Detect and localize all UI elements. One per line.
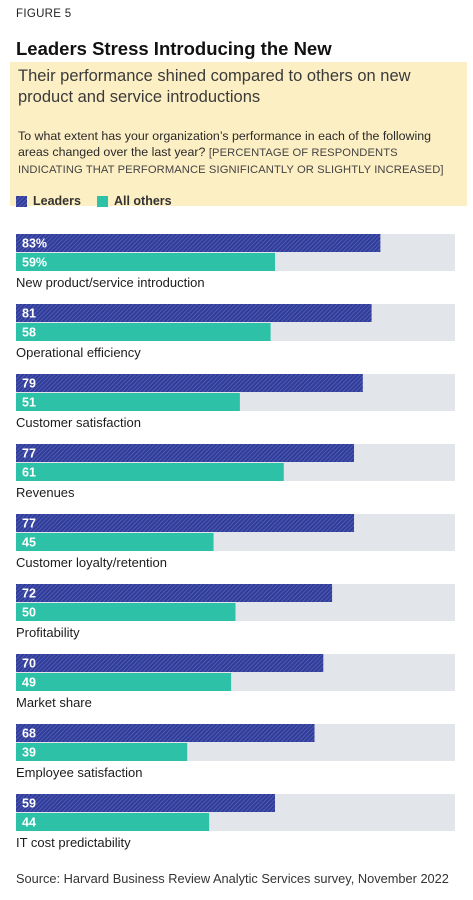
category-label: Operational efficiency [16, 345, 141, 360]
value-label-leaders: 72 [22, 587, 36, 601]
category-label: Employee satisfaction [16, 765, 142, 780]
value-label-leaders: 70 [22, 657, 36, 671]
bar-leaders [16, 794, 276, 812]
source-note: Source: Harvard Business Review Analytic… [16, 871, 449, 886]
bar-all-others [16, 463, 284, 481]
legend-item-all-others: All others [96, 194, 172, 208]
value-label-all-others: 51 [22, 396, 36, 410]
bar-leaders [16, 724, 315, 742]
value-label-all-others: 44 [22, 816, 36, 830]
bar-chart: 83% 59% New product/service introduction 81… [16, 234, 455, 850]
bar-all-others [16, 603, 236, 621]
legend-swatch-all-others [96, 195, 108, 207]
value-label-all-others: 58 [22, 326, 36, 340]
legend-label-all-others: All others [113, 194, 172, 208]
category-label: Market share [16, 695, 92, 710]
bar-leaders [16, 374, 363, 392]
category-label: Profitability [16, 625, 80, 640]
value-label-all-others: 59% [22, 256, 47, 270]
value-label-all-others: 45 [22, 536, 36, 550]
bar-all-others [16, 323, 271, 341]
value-label-leaders: 77 [22, 447, 36, 461]
survey-question: To what extent has your organization’s p… [18, 128, 463, 178]
bar-leaders [16, 654, 324, 672]
bar-all-others [16, 393, 240, 411]
value-label-all-others: 39 [22, 746, 36, 760]
value-label-leaders: 83% [22, 237, 47, 251]
question-note: [PERCENTAGE OF RESPONDENTS INDICATING TH… [18, 147, 444, 176]
bar-all-others [16, 743, 188, 761]
bar-leaders [16, 514, 355, 532]
question-text: To what extent has your organization’s p… [18, 129, 432, 159]
header-box: Their performance shined compared to oth… [10, 62, 467, 206]
legend: Leaders All others [16, 194, 172, 208]
value-label-all-others: 61 [22, 466, 36, 480]
chart-subtitle: Their performance shined compared to oth… [18, 67, 411, 106]
value-label-leaders: 77 [22, 517, 36, 531]
bar-leaders [16, 584, 333, 602]
category-label: Customer loyalty/retention [16, 555, 167, 570]
bar-all-others [16, 813, 210, 831]
legend-item-leaders: Leaders [16, 194, 81, 208]
bar-leaders [16, 444, 355, 462]
category-label: IT cost predictability [16, 835, 131, 850]
chart-title: Leaders Stress Introducing the New [16, 38, 332, 59]
value-label-all-others: 50 [22, 606, 36, 620]
category-label: New product/service introduction [16, 275, 205, 290]
bar-all-others [16, 673, 232, 691]
category-label: Customer satisfaction [16, 415, 141, 430]
category-label: Revenues [16, 485, 75, 500]
legend-swatch-leaders [16, 195, 27, 207]
figure-label: FIGURE 5 [16, 8, 72, 20]
value-label-leaders: 68 [22, 727, 36, 741]
value-label-all-others: 49 [22, 676, 36, 690]
bar-all-others [16, 253, 276, 271]
value-label-leaders: 59 [22, 797, 36, 811]
value-label-leaders: 81 [22, 307, 36, 321]
value-label-leaders: 79 [22, 377, 36, 391]
bar-all-others [16, 533, 214, 551]
bar-leaders [16, 304, 372, 322]
legend-label-leaders: Leaders [33, 194, 81, 208]
bar-leaders [16, 234, 381, 252]
